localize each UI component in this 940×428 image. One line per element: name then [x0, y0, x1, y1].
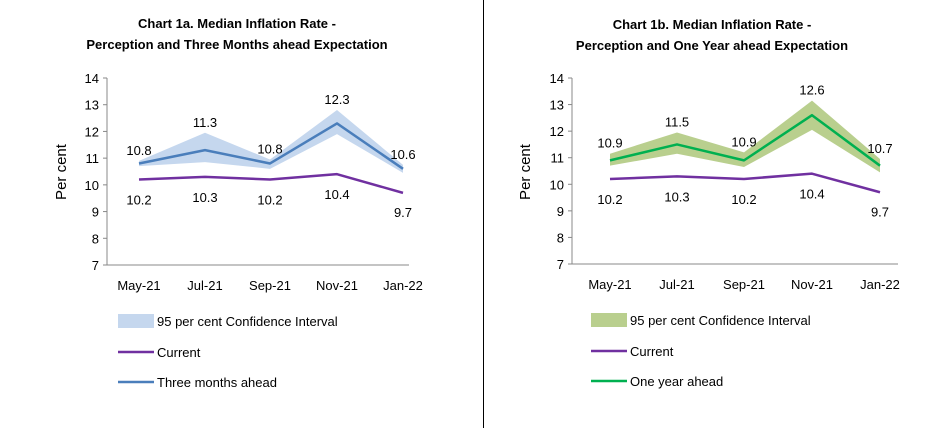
x-tick-label: Jan-22 [383, 278, 423, 293]
current-data-label: 10.2 [126, 193, 151, 208]
y-tick-label: 9 [92, 205, 99, 220]
y-tick-label: 10 [85, 178, 99, 193]
x-tick-label: Sep-21 [723, 277, 765, 292]
x-tick-label: Nov-21 [791, 277, 833, 292]
confidence-band [139, 110, 403, 173]
y-axis-label: Per cent [53, 143, 70, 200]
expectation-data-label: 10.9 [731, 134, 756, 149]
expectation-data-label: 10.6 [390, 147, 415, 162]
y-tick-label: 7 [92, 258, 99, 273]
y-tick-label: 11 [551, 151, 565, 166]
y-tick-label: 7 [557, 257, 564, 272]
current-data-label: 10.4 [324, 187, 349, 202]
x-tick-label: May-21 [117, 278, 160, 293]
current-data-label: 10.3 [192, 190, 217, 205]
current-series-line [138, 172, 404, 195]
expectation-data-label: 12.3 [324, 92, 349, 107]
current-data-label: 10.4 [799, 187, 824, 202]
y-tick-label: 9 [557, 204, 564, 219]
y-tick-label: 14 [85, 71, 99, 86]
expectation-data-label: 10.8 [257, 141, 282, 156]
x-tick-label: Jul-21 [187, 278, 222, 293]
x-tick-label: May-21 [588, 277, 631, 292]
current-data-label: 10.2 [257, 193, 282, 208]
expectation-series-line [138, 122, 404, 170]
current-data-label: 10.3 [664, 189, 689, 204]
x-tick-label: Jan-22 [860, 277, 900, 292]
current-data-label: 9.7 [871, 204, 889, 219]
x-tick-label: Jul-21 [659, 277, 694, 292]
y-axis-label: Per cent [517, 143, 534, 200]
legend-band-swatch [118, 314, 154, 328]
chart-title-line: Perception and Three Months ahead Expect… [86, 37, 387, 52]
legend-expectation-label: One year ahead [630, 374, 723, 389]
current-series-line [609, 172, 881, 194]
legend-band-swatch [591, 313, 627, 327]
y-tick-label: 11 [86, 151, 100, 166]
expectation-data-label: 10.8 [126, 143, 151, 158]
expectation-series-line [609, 113, 881, 167]
x-tick-label: Sep-21 [249, 278, 291, 293]
y-tick-label: 14 [550, 71, 564, 86]
y-tick-label: 10 [550, 177, 564, 192]
chart-title-line: Chart 1b. Median Inflation Rate - [613, 17, 812, 32]
legend-current-label: Current [157, 345, 201, 360]
x-tick-label: Nov-21 [316, 278, 358, 293]
current-data-label: 10.2 [731, 192, 756, 207]
legend-band-label: 95 per cent Confidence Interval [157, 314, 338, 329]
chart-1a: Chart 1a. Median Inflation Rate - Percept… [53, 16, 423, 390]
chart-title-line: Chart 1a. Median Inflation Rate - [138, 16, 336, 31]
expectation-data-label: 10.9 [597, 136, 622, 151]
y-tick-label: 8 [92, 231, 99, 246]
chart-title-line: Perception and One Year ahead Expectatio… [576, 38, 848, 53]
y-tick-label: 13 [550, 98, 564, 113]
expectation-data-label: 10.7 [867, 141, 892, 156]
legend-current-label: Current [630, 344, 674, 359]
y-tick-label: 12 [550, 124, 564, 139]
legend-expectation-label: Three months ahead [157, 375, 277, 390]
current-data-label: 10.2 [597, 192, 622, 207]
current-data-label: 9.7 [394, 205, 412, 220]
legend-band-label: 95 per cent Confidence Interval [630, 313, 811, 328]
expectation-data-label: 11.5 [665, 114, 689, 129]
y-tick-label: 13 [85, 98, 99, 113]
y-tick-label: 12 [85, 124, 99, 139]
panel-divider [483, 0, 484, 428]
chart-1b: Chart 1b. Median Inflation Rate - Percept… [517, 17, 900, 389]
expectation-data-label: 12.6 [799, 83, 824, 98]
y-tick-label: 8 [557, 230, 564, 245]
confidence-band [610, 100, 880, 173]
expectation-data-label: 11.3 [193, 115, 217, 130]
